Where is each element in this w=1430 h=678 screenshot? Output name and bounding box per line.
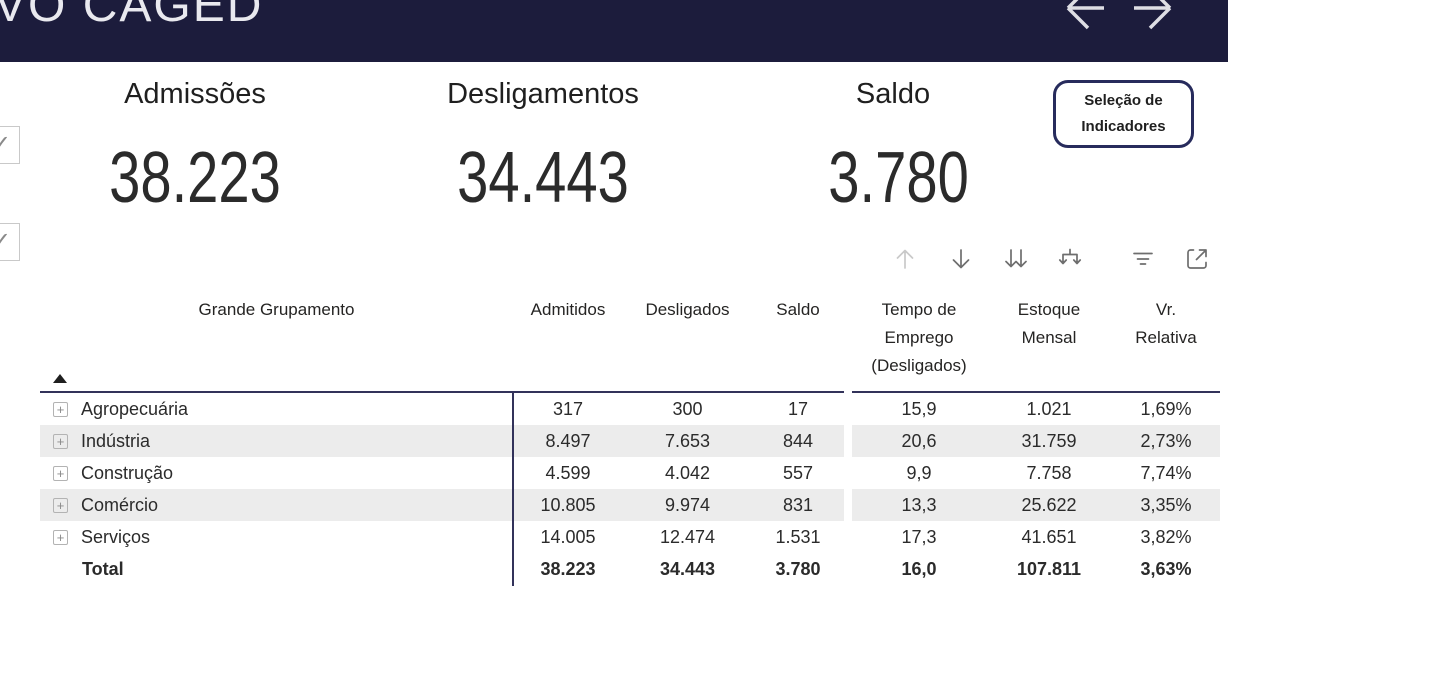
table-top-border — [40, 391, 844, 393]
cell-estoque: 7.758 — [1026, 462, 1072, 483]
table-top-border — [852, 391, 1220, 393]
cell-tempo: 20,6 — [852, 425, 986, 457]
focus-mode-icon[interactable] — [1184, 246, 1210, 272]
kpi-desligamentos-value: 34.443 — [457, 138, 629, 218]
expand-plus-icon[interactable]: + — [53, 529, 68, 545]
cell-admitidos: 4.599 — [545, 462, 591, 483]
cell-saldo: 831 — [752, 489, 844, 521]
cell-saldo: 3.780 — [775, 558, 821, 579]
row-label: Total — [82, 558, 124, 579]
cell-gap — [844, 425, 852, 457]
cell-gap — [844, 521, 852, 553]
kpi-admissoes: Admissões 38.223 — [60, 78, 330, 219]
cell-admitidos: 14.005 — [540, 526, 596, 547]
table-row-construcao[interactable]: + Construção 4.599 4.042 557 9,9 7.758 7,… — [40, 457, 1220, 489]
cell-vr: 1,69% — [1140, 398, 1192, 419]
cell-admitidos: 38.223 — [540, 558, 596, 579]
cell-gap — [844, 393, 852, 425]
kpi-desligamentos-label: Desligamentos — [447, 78, 639, 110]
drill-down-icon[interactable] — [948, 246, 974, 272]
column-separator-line — [512, 391, 514, 586]
table-row-comercio[interactable]: + Comércio 10.805 9.974 831 13,3 25.622 3… — [40, 489, 1220, 521]
cell-estoque: 41.651 — [1021, 526, 1077, 547]
kpi-desligamentos: Desligamentos 34.443 — [410, 78, 676, 219]
table-row-industria[interactable]: + Indústria 8.497 7.653 844 20,6 31.759 2… — [40, 425, 1220, 457]
kpi-saldo: Saldo 3.780 — [810, 78, 976, 219]
table-row-agropecuaria[interactable]: + Agropecuária 317 300 17 15,9 1.021 1,69… — [40, 393, 1220, 425]
table-row-servicos[interactable]: + Serviços 14.005 12.474 1.531 17,3 41.65… — [40, 521, 1220, 553]
row-label: Agropecuária — [81, 398, 189, 419]
table-header-row: Grande Grupamento Admitidos Desligados S… — [40, 296, 1220, 380]
cell-desligados: 4.042 — [664, 462, 711, 483]
go-to-next-level-icon[interactable] — [1003, 246, 1029, 272]
cell-vr: 3,82% — [1140, 526, 1192, 547]
cell-saldo: 557 — [782, 462, 814, 483]
indicator-button-line2: Indicadores — [1081, 118, 1166, 135]
page-title: VO CAGED — [0, 0, 264, 32]
row-label: Indústria — [81, 430, 151, 451]
row-label: Construção — [81, 462, 174, 483]
cell-vr: 7,74% — [1140, 462, 1192, 483]
column-header-estoque-mensal[interactable]: Estoque Mensal — [1017, 300, 1081, 347]
checkmark-icon: ✓ — [0, 131, 12, 158]
cell-vr: 3,63% — [1140, 558, 1192, 579]
sort-ascending-icon[interactable] — [53, 374, 67, 383]
kpi-saldo-label: Saldo — [855, 78, 931, 110]
cell-admitidos: 10.805 — [513, 489, 623, 521]
expand-all-down-one-level-icon[interactable] — [1057, 246, 1083, 272]
cell-vr: 3,35% — [1112, 489, 1220, 521]
cell-estoque: 25.622 — [986, 489, 1112, 521]
previous-page-arrow-icon[interactable] — [1062, 0, 1108, 32]
cell-estoque: 31.759 — [986, 425, 1112, 457]
column-header-desligados[interactable]: Desligados — [645, 300, 730, 319]
cell-gap — [844, 457, 852, 489]
cell-saldo: 17 — [787, 398, 809, 419]
report-header: VO CAGED — [0, 0, 1228, 62]
row-label: Comércio — [81, 494, 159, 515]
expand-plus-icon[interactable]: + — [53, 433, 68, 449]
expand-plus-icon[interactable]: + — [53, 465, 68, 481]
column-header-grande-grupamento[interactable]: Grande Grupamento — [198, 300, 355, 319]
cell-tempo: 13,3 — [852, 489, 986, 521]
cell-desligados: 12.474 — [659, 526, 716, 547]
cell-admitidos: 8.497 — [513, 425, 623, 457]
cell-tempo: 9,9 — [906, 462, 932, 483]
column-gap — [844, 296, 852, 380]
column-header-admitidos[interactable]: Admitidos — [530, 300, 606, 319]
cell-vr: 2,73% — [1112, 425, 1220, 457]
next-page-arrow-icon[interactable] — [1130, 0, 1176, 32]
row-label: Serviços — [81, 526, 151, 547]
indicator-button-line1: Seleção de — [1084, 92, 1163, 109]
cell-admitidos: 317 — [552, 398, 584, 419]
cell-saldo: 1.531 — [775, 526, 821, 547]
slicer-checkbox-2[interactable]: ✓ — [0, 223, 20, 261]
kpi-admissoes-label: Admissões — [124, 78, 266, 110]
column-header-tempo-de-emprego[interactable]: Tempo de Emprego (Desligados) — [871, 300, 967, 375]
column-header-vr-relativa[interactable]: Vr. Relativa — [1135, 300, 1197, 347]
checkmark-icon: ✓ — [0, 228, 12, 255]
cell-tempo: 17,3 — [901, 526, 937, 547]
slicer-checkbox-1[interactable]: ✓ — [0, 126, 20, 164]
cell-desligados: 34.443 — [659, 558, 716, 579]
cell-desligados: 7.653 — [623, 425, 752, 457]
expand-plus-icon[interactable]: + — [53, 497, 68, 513]
cell-desligados: 9.974 — [623, 489, 752, 521]
cell-tempo: 16,0 — [901, 558, 937, 579]
drill-up-icon[interactable] — [892, 246, 918, 272]
filter-icon[interactable] — [1130, 246, 1156, 272]
kpi-admissoes-value: 38.223 — [109, 138, 281, 218]
expand-plus-icon[interactable]: + — [53, 401, 68, 417]
cell-estoque: 1.021 — [1026, 398, 1072, 419]
kpi-saldo-value: 3.780 — [828, 138, 969, 218]
column-header-saldo[interactable]: Saldo — [776, 300, 820, 319]
cell-gap — [844, 489, 852, 521]
cell-tempo: 15,9 — [901, 398, 937, 419]
cell-desligados: 300 — [672, 398, 703, 419]
cell-saldo: 844 — [752, 425, 844, 457]
cell-estoque: 107.811 — [1016, 558, 1082, 579]
selecao-de-indicadores-button[interactable]: Seleção de Indicadores — [1053, 80, 1194, 148]
table-row-total[interactable]: Total 38.223 34.443 3.780 16,0 107.811 3… — [40, 553, 1220, 585]
cell-gap — [844, 553, 852, 585]
